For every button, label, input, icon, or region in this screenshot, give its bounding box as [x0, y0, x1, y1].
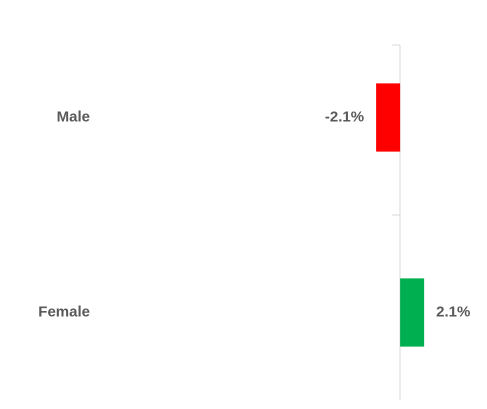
- bar: [376, 83, 401, 152]
- data-label: 2.1%: [436, 303, 470, 320]
- data-label: -2.1%: [325, 108, 364, 125]
- bar: [400, 278, 425, 347]
- category-label: Male: [57, 108, 90, 125]
- category-label: Female: [38, 303, 90, 320]
